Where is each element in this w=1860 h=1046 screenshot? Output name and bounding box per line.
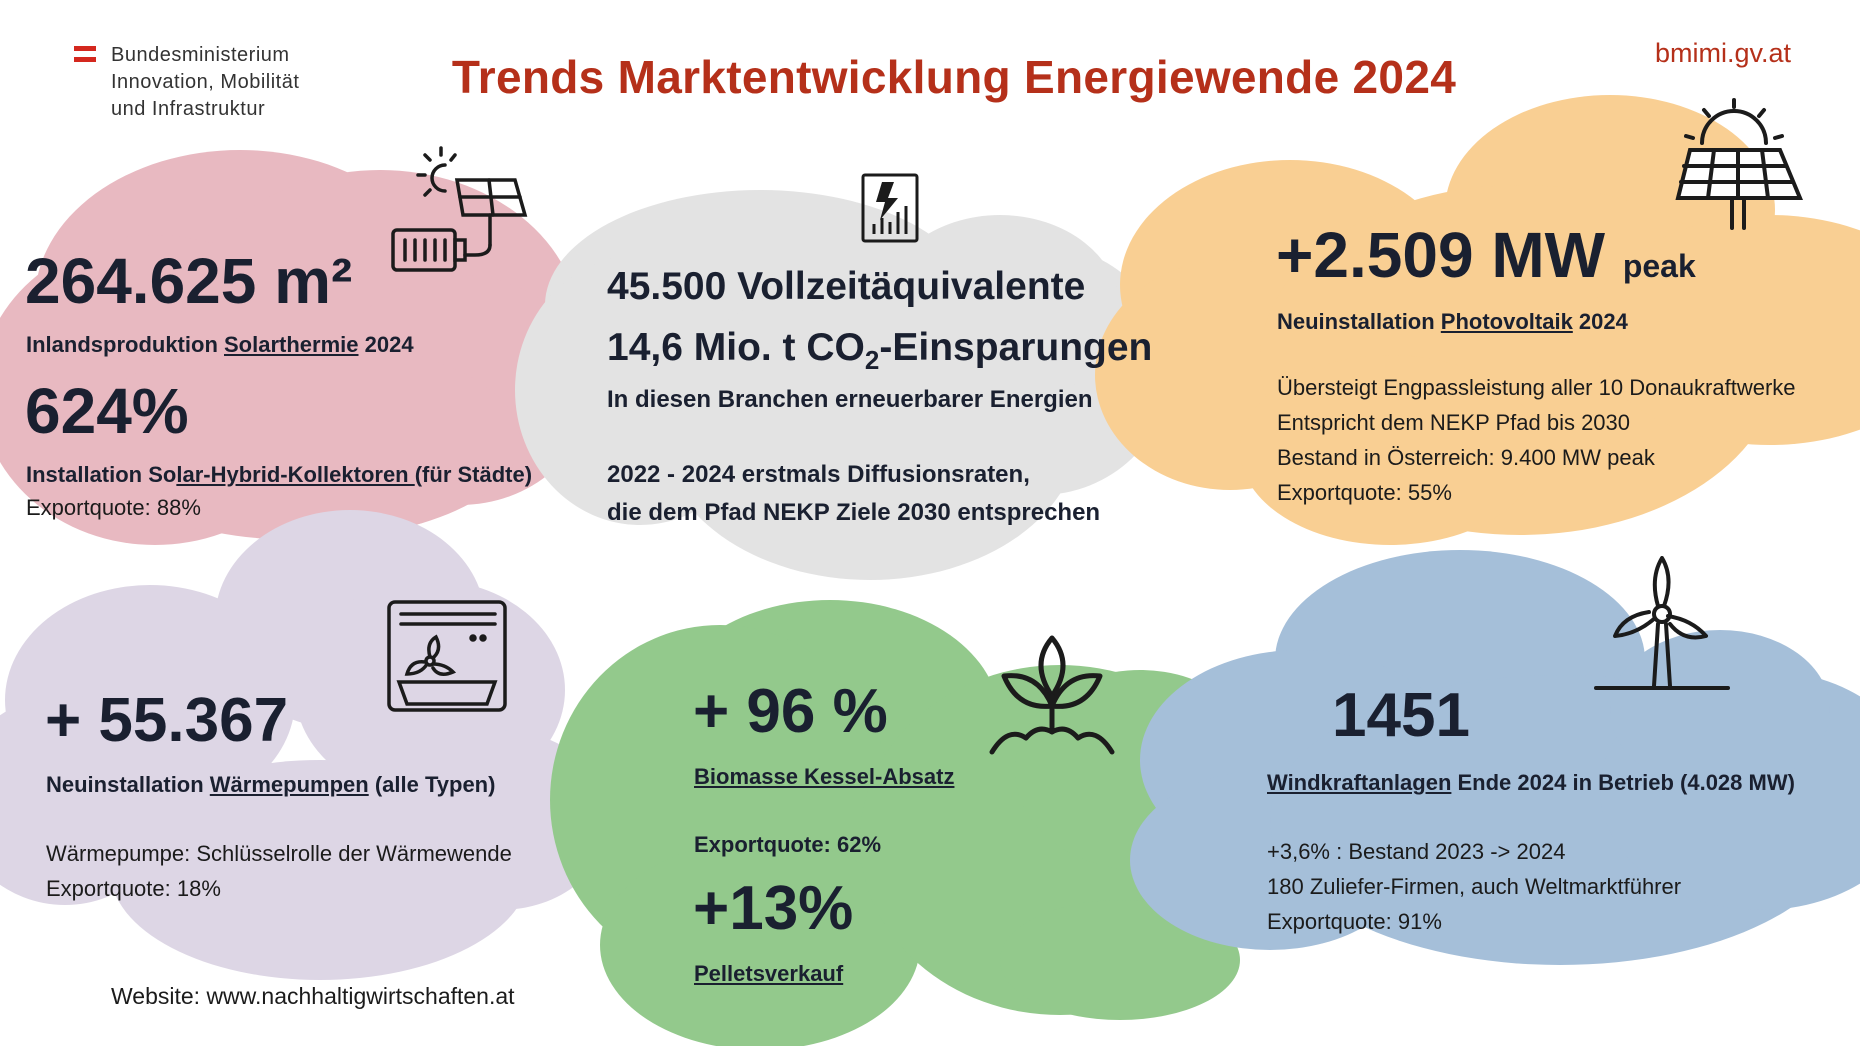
co2-value: 14,6 Mio. t CO2-Einsparungen <box>607 326 1152 376</box>
wp-link[interactable]: Wärmepumpen <box>209 772 369 797</box>
solarthermie-value: 264.625 m² <box>25 245 353 317</box>
pv-export: Exportquote: 55% <box>1277 480 1452 505</box>
grey-cloud <box>515 190 1170 580</box>
wind-line-1: +3,6% : Bestand 2023 -> 2024 <box>1267 839 1566 864</box>
ministry-line-3: und Infrastruktur <box>111 98 266 120</box>
wind-export: Exportquote: 91% <box>1267 909 1442 934</box>
pv-value-number: +2.509 MW <box>1276 219 1606 291</box>
pv-unit: peak <box>1622 248 1696 284</box>
top-website-link[interactable]: bmimi.gv.at <box>1655 38 1792 68</box>
wind-details: +3,6% : Bestand 2023 -> 2024 180 Zuliefe… <box>1267 834 1681 939</box>
page-title: Trends Marktentwicklung Energiewende 202… <box>451 51 1457 103</box>
pellets-value: +13% <box>693 874 854 943</box>
solarthermie-label-prefix: Inlandsproduktion <box>26 332 224 357</box>
heat-pump-icon <box>387 600 507 712</box>
wp-export: Exportquote: 18% <box>46 876 221 901</box>
biomasse-value: + 96 % <box>693 677 888 746</box>
ministry-line-1: Bundesministerium <box>111 44 290 66</box>
solarthermie-label-suffix: 2024 <box>358 332 414 357</box>
pv-label: Neuinstallation Photovoltaik 2024 <box>1277 309 1628 335</box>
pink-cloud <box>0 150 590 545</box>
hybrid-label-suffix: (für Städte) <box>414 462 533 487</box>
hybrid-label: Installation Solar-Hybrid-Kollektoren (f… <box>26 462 532 488</box>
wp-label-suffix: (alle Typen) <box>368 772 496 797</box>
blue-cloud <box>1130 550 1860 965</box>
lavender-cloud <box>0 510 610 980</box>
pv-details: Übersteigt Engpassleistung aller 10 Dona… <box>1277 370 1796 510</box>
diffusion-line-1: 2022 - 2024 erstmals Diffusionsraten, <box>607 461 1030 488</box>
wind-label: Windkraftanlagen Ende 2024 in Betrieb (4… <box>1267 770 1795 796</box>
wp-label: Neuinstallation Wärmepumpen (alle Typen) <box>46 772 495 798</box>
wind-turbine-icon <box>1594 556 1730 690</box>
wind-label-suffix: Ende 2024 in Betrieb (4.028 MW) <box>1451 770 1795 795</box>
report-chart-icon <box>861 173 919 243</box>
pv-label-prefix: Neuinstallation <box>1277 309 1441 334</box>
ministry-logo: Bundesministerium Innovation, Mobilität … <box>111 42 299 123</box>
wp-details: Wärmepumpe: Schlüsselrolle der Wärmewend… <box>46 836 512 906</box>
pv-link[interactable]: Photovoltaik <box>1440 309 1573 334</box>
solar-battery-icon <box>391 146 528 272</box>
hybrid-link[interactable]: lar-Hybrid-Kollektoren <box>176 462 415 487</box>
co2-prefix: 14,6 Mio. t CO <box>607 326 865 369</box>
branchen-label: In diesen Branchen erneuerbarer Energien <box>607 386 1093 413</box>
pv-label-suffix: 2024 <box>1572 309 1628 334</box>
vollzeit-value: 45.500 Vollzeitäquivalente <box>607 265 1086 308</box>
co2-sub: 2 <box>864 344 880 375</box>
hybrid-value: 624% <box>25 375 189 447</box>
hybrid-label-prefix: Installation So <box>26 462 177 487</box>
wind-value: 1451 <box>1332 681 1470 750</box>
ministry-line-2: Innovation, Mobilität <box>111 71 300 93</box>
footer-website[interactable]: Website: www.nachhaltigwirtschaften.at <box>111 983 515 1009</box>
diffusion-line-2: die dem Pfad NEKP Ziele 2030 entsprechen <box>607 499 1101 526</box>
wp-line-1: Wärmepumpe: Schlüsselrolle der Wärmewend… <box>46 841 512 866</box>
pellets-link[interactable]: Pelletsverkauf <box>694 961 844 986</box>
solarthermie-label: Inlandsproduktion Solarthermie 2024 <box>26 332 414 358</box>
pv-line-3: Bestand in Österreich: 9.400 MW peak <box>1277 445 1655 470</box>
wind-link[interactable]: Windkraftanlagen <box>1267 770 1452 795</box>
co2-suffix: -Einsparungen <box>879 326 1153 369</box>
plant-sprout-icon <box>989 635 1115 755</box>
biomasse-link[interactable]: Biomasse Kessel-Absatz <box>694 764 955 789</box>
sun-solar-panel-icon <box>1675 98 1803 230</box>
pv-value: +2.509 MW peak <box>1276 218 1696 292</box>
wind-line-2: 180 Zuliefer-Firmen, auch Weltmarktführe… <box>1267 874 1682 899</box>
solarthermie-export: Exportquote: 88% <box>26 495 201 520</box>
austria-flag-icon <box>74 46 96 62</box>
biomasse-export: Exportquote: 62% <box>694 832 882 857</box>
wp-value: + 55.367 <box>45 686 289 755</box>
pv-line-1: Übersteigt Engpassleistung aller 10 Dona… <box>1277 375 1796 400</box>
solarthermie-link[interactable]: Solarthermie <box>224 332 359 357</box>
pv-line-2: Entspricht dem NEKP Pfad bis 2030 <box>1277 410 1631 435</box>
wp-label-prefix: Neuinstallation <box>46 772 210 797</box>
